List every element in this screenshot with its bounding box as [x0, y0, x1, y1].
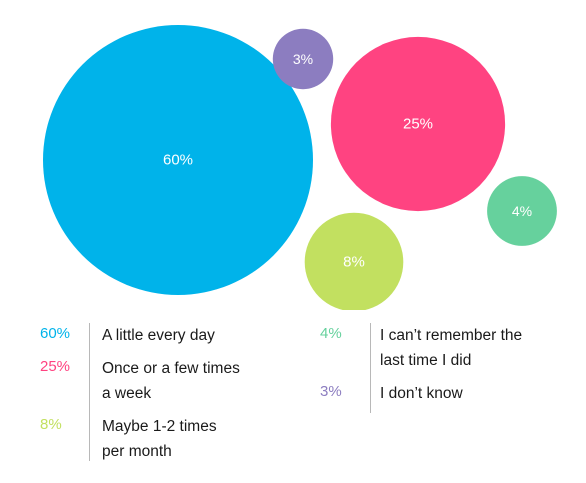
legend-label-line: per month	[102, 443, 172, 460]
bubble-once-or-a-few-times-a-week	[330, 36, 506, 212]
legend-column-right: 4% I can’t remember the last time I did …	[320, 323, 560, 413]
bubble-value-label: 4%	[512, 203, 532, 219]
legend-label-line: I don’t know	[380, 385, 463, 402]
bubble-i-can-t-remember-the-last-time-i-did	[487, 176, 557, 246]
legend-percent: 25%	[40, 358, 71, 375]
bubble-value-label: 8%	[343, 254, 365, 271]
legend-label-line: Once or a few times	[102, 360, 240, 377]
legend-label-line: a week	[102, 385, 152, 402]
legend-item-cant-remember: 4% I can’t remember the last time I did	[320, 323, 560, 373]
legend-percent: 3%	[320, 383, 342, 400]
legend-percent: 8%	[40, 416, 62, 433]
legend-divider	[370, 323, 371, 413]
legend-item-maybe-1-2-times-per-month: 8% Maybe 1-2 times per month	[40, 414, 280, 464]
bubble-maybe-1-2-times-per-month	[304, 212, 404, 310]
legend-divider	[89, 323, 90, 461]
legend-label-line: I can’t remember the	[380, 327, 523, 344]
bubble-i-don-t-know	[272, 28, 334, 90]
chart-legend: 60% A little every day 25% Once or a few…	[0, 323, 586, 473]
legend-item-a-little-every-day: 60% A little every day	[40, 323, 280, 348]
bubble-a-little-every-day	[43, 25, 313, 295]
legend-label-line: Maybe 1-2 times	[102, 418, 217, 435]
legend-label-line: A little every day	[102, 327, 215, 344]
legend-percent: 60%	[40, 325, 71, 342]
bubble-value-label: 25%	[403, 116, 433, 133]
legend-percent: 4%	[320, 325, 342, 342]
bubble-chart: 60% 25% 8% 4% 3%	[43, 25, 557, 310]
legend-label-line: last time I did	[380, 352, 472, 369]
bubble-value-label: 3%	[293, 51, 313, 67]
legend-item-once-or-a-few-times-a-week: 25% Once or a few times a week	[40, 356, 280, 406]
legend-column-left: 60% A little every day 25% Once or a few…	[40, 323, 280, 461]
legend-item-i-dont-know: 3% I don’t know	[320, 381, 560, 406]
bubble-value-label: 60%	[163, 152, 193, 169]
